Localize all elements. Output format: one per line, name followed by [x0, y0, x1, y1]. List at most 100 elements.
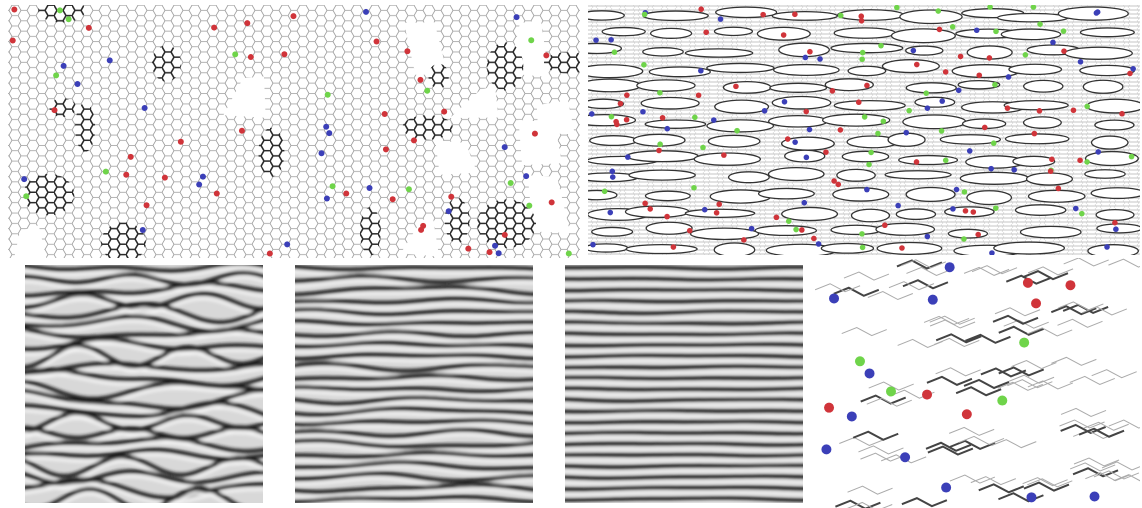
atom	[792, 139, 798, 145]
atom	[1023, 278, 1033, 288]
atom	[602, 188, 608, 194]
atom	[660, 115, 666, 121]
layer-gap	[641, 97, 699, 108]
atom	[943, 69, 949, 75]
dark-stripe	[561, 300, 807, 302]
atom	[993, 29, 999, 35]
layer-gap	[755, 226, 816, 236]
atom	[859, 56, 865, 62]
dark-stripe	[561, 344, 807, 346]
atom	[914, 62, 920, 68]
layer-gap	[770, 83, 827, 92]
atom	[1061, 48, 1067, 54]
atom	[875, 131, 881, 137]
dark-stripe	[561, 498, 807, 500]
atom	[200, 174, 206, 180]
atom	[989, 250, 995, 256]
atom	[1113, 226, 1119, 232]
atom	[267, 251, 273, 257]
dark-stripe	[561, 311, 807, 314]
layer-gap	[1004, 101, 1068, 110]
layer-gap	[685, 49, 752, 57]
layer-gap	[915, 97, 955, 107]
layer-gap	[831, 43, 903, 52]
atom	[325, 92, 331, 98]
atom	[1112, 220, 1118, 226]
atom	[523, 173, 529, 179]
atom	[716, 201, 722, 207]
atom	[612, 49, 618, 55]
atom	[382, 111, 388, 117]
atom	[502, 232, 508, 238]
atom	[987, 4, 993, 10]
layer-gap	[892, 29, 956, 43]
atom	[1073, 206, 1079, 212]
layer-gap	[627, 151, 698, 162]
dark-cluster	[152, 45, 181, 81]
atom	[741, 237, 747, 243]
layer-gap	[821, 243, 873, 253]
atom	[804, 155, 810, 161]
atom	[593, 37, 599, 43]
atom	[967, 148, 973, 154]
atom	[383, 146, 389, 152]
layer-gap	[625, 206, 688, 217]
layer-gap	[729, 172, 770, 183]
atom	[589, 111, 595, 117]
layer-gap	[626, 245, 697, 254]
layer-gap	[646, 222, 692, 234]
atom	[982, 125, 988, 131]
atom	[1005, 105, 1011, 111]
atom	[664, 214, 670, 220]
layer-gap	[1088, 245, 1138, 258]
layer-gap	[1005, 134, 1068, 144]
layer-gap	[772, 97, 830, 109]
atom	[624, 92, 630, 98]
atom	[232, 51, 238, 57]
atom	[956, 88, 962, 94]
layer-gap	[1083, 80, 1123, 93]
layer-gap	[877, 243, 941, 255]
atom	[830, 88, 836, 94]
atom	[1094, 10, 1100, 16]
atom	[962, 189, 968, 195]
layer-gap	[1024, 117, 1062, 128]
light-stripe	[561, 361, 807, 363]
layer-gap	[823, 114, 890, 126]
atom	[922, 390, 932, 400]
atom	[465, 246, 471, 252]
atom	[123, 172, 129, 178]
dark-stripe	[561, 388, 807, 390]
dark-stripe	[561, 432, 807, 434]
dark-stripe	[561, 366, 807, 368]
atom	[868, 150, 874, 156]
atom	[1077, 158, 1083, 164]
layer-gap	[834, 28, 895, 38]
atom	[324, 196, 330, 202]
atom	[625, 154, 631, 160]
atom	[290, 13, 296, 19]
layer-gap	[967, 191, 1012, 205]
dark-cluster	[101, 222, 146, 262]
atom	[817, 56, 823, 62]
dark-stripe	[561, 487, 807, 489]
atom	[950, 206, 956, 212]
dark-stripe	[561, 410, 807, 412]
atom	[1056, 186, 1062, 192]
atom	[86, 25, 92, 31]
atom	[367, 185, 373, 191]
atom	[991, 140, 997, 146]
atom	[749, 226, 755, 232]
layer-gap	[1091, 188, 1142, 199]
atom	[807, 49, 813, 55]
layer-gap	[714, 243, 755, 257]
atom	[487, 249, 493, 255]
atom	[1078, 59, 1084, 65]
dark-stripe	[561, 399, 807, 401]
atom	[52, 107, 58, 113]
layer-gap	[903, 115, 966, 129]
layer-gap	[716, 7, 777, 17]
atom	[864, 187, 870, 193]
layer-gap	[1091, 136, 1128, 149]
atom	[1023, 52, 1029, 58]
